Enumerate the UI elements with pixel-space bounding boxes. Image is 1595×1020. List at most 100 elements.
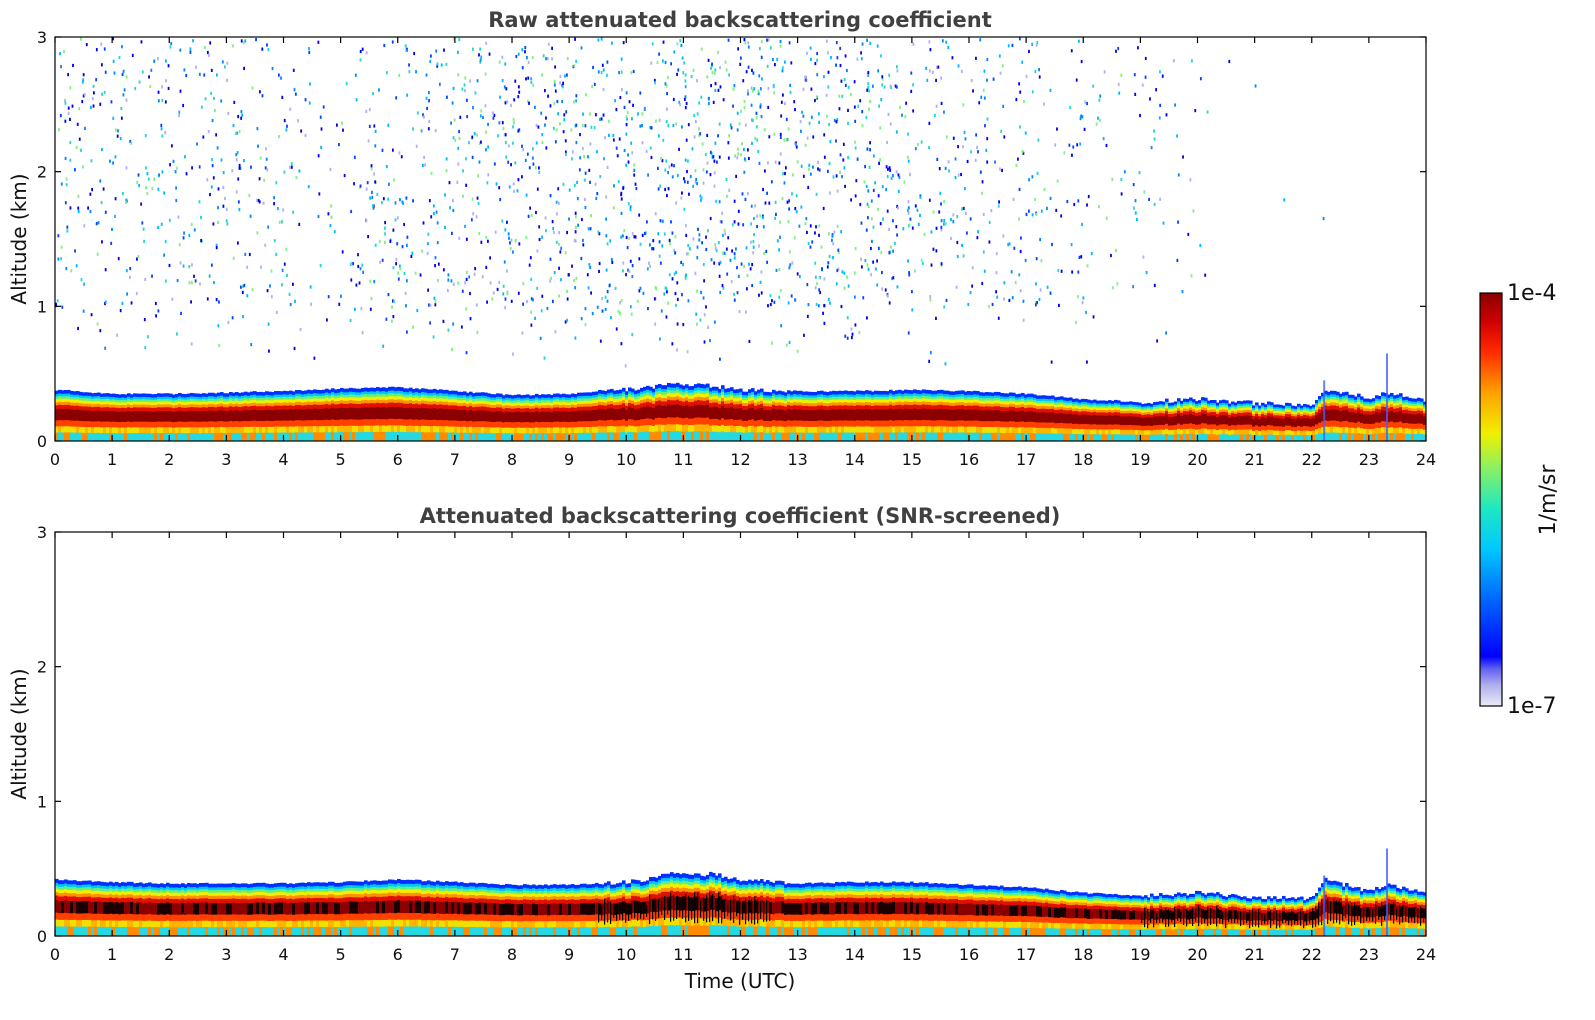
layer-cell <box>1063 409 1067 414</box>
layer-cell <box>1144 411 1148 415</box>
layer-cell <box>1042 427 1046 434</box>
layer-cell <box>235 409 239 422</box>
layer-cell <box>937 431 941 441</box>
layer-cell <box>565 411 569 422</box>
layer-cell <box>616 425 620 433</box>
layer-cell <box>862 420 866 427</box>
layer-cell <box>76 396 80 400</box>
layer-cell <box>595 402 599 406</box>
layer-cell <box>133 398 137 402</box>
layer-cell <box>559 432 563 441</box>
layer-cell <box>898 419 902 427</box>
layer-cell <box>208 403 212 407</box>
layer-cell <box>115 432 119 441</box>
layer-cell <box>556 396 560 400</box>
layer-cell <box>1234 434 1238 441</box>
layer-cell <box>625 420 629 427</box>
layer-cell <box>1027 421 1031 428</box>
layer-cell <box>1270 402 1274 406</box>
layer-cell <box>328 395 332 399</box>
layer-cell <box>1357 396 1361 400</box>
noise-dot <box>425 96 428 100</box>
noise-dot <box>517 178 520 182</box>
layer-cell <box>643 424 647 432</box>
layer-cell <box>604 419 608 427</box>
noise-dot <box>555 200 558 204</box>
layer-cell <box>376 406 380 419</box>
layer-cell <box>1384 432 1388 441</box>
layer-cell <box>1114 428 1118 435</box>
layer-cell <box>595 432 599 441</box>
layer-cell <box>1330 431 1334 441</box>
noise-dot <box>623 105 626 109</box>
layer-cell <box>1204 407 1208 411</box>
layer-cell <box>1015 394 1019 398</box>
layer-cell <box>301 396 305 400</box>
layer-cell <box>250 426 254 433</box>
layer-cell <box>1081 403 1085 407</box>
noise-dot <box>633 168 636 172</box>
noise-dot <box>743 147 745 152</box>
layer-cell <box>91 393 95 397</box>
layer-cell <box>1300 434 1304 441</box>
layer-cell <box>754 409 758 421</box>
layer-cell <box>826 405 830 411</box>
layer-cell <box>262 409 266 422</box>
layer-cell <box>1000 432 1004 441</box>
layer-cell <box>646 405 650 419</box>
layer-cell <box>1066 402 1070 406</box>
layer-cell <box>1078 414 1082 425</box>
layer-cell <box>739 396 743 401</box>
layer-cell <box>901 404 905 410</box>
layer-cell <box>1417 433 1421 441</box>
layer-cell <box>1090 409 1094 413</box>
layer-cell <box>1249 411 1253 416</box>
layer-cell <box>763 391 767 396</box>
layer-cell <box>706 399 710 405</box>
layer-cell <box>406 396 410 401</box>
layer-cell <box>928 390 932 394</box>
layer-cell <box>907 393 911 397</box>
layer-cell <box>118 427 122 434</box>
layer-cell <box>1021 395 1025 399</box>
noise-dot <box>746 89 749 93</box>
layer-cell <box>649 406 653 419</box>
layer-cell <box>568 397 572 401</box>
layer-cell <box>451 425 455 433</box>
layer-cell <box>310 408 314 421</box>
layer-cell <box>466 426 470 433</box>
layer-cell <box>934 419 938 427</box>
layer-cell <box>1285 408 1289 412</box>
layer-cell <box>304 390 308 395</box>
noise-dot <box>213 96 215 101</box>
layer-cell <box>1405 396 1409 400</box>
layer-cell <box>991 432 995 441</box>
layer-cell <box>253 399 257 403</box>
layer-cell <box>817 396 821 400</box>
layer-cell <box>871 432 875 441</box>
layer-cell <box>1084 433 1088 441</box>
layer-cell <box>1330 408 1334 421</box>
layer-cell <box>1255 406 1259 410</box>
layer-cell <box>187 396 191 400</box>
layer-cell <box>1330 419 1334 427</box>
noise-dot <box>1020 236 1022 240</box>
layer-cell <box>832 419 836 427</box>
layer-cell <box>196 406 200 412</box>
layer-cell <box>97 420 101 428</box>
layer-cell <box>1168 411 1172 415</box>
layer-cell <box>1060 403 1064 407</box>
layer-cell <box>1168 406 1172 410</box>
layer-cell <box>130 411 134 422</box>
layer-cell <box>133 432 137 441</box>
layer-cell <box>1333 390 1337 395</box>
layer-cell <box>1252 415 1256 419</box>
layer-cell <box>301 401 305 406</box>
layer-cell <box>607 419 611 427</box>
layer-cell <box>886 399 890 403</box>
layer-cell <box>262 402 266 407</box>
layer-cell <box>100 432 104 441</box>
layer-cell <box>853 420 857 427</box>
layer-cell <box>646 389 650 393</box>
layer-cell <box>1279 434 1283 441</box>
